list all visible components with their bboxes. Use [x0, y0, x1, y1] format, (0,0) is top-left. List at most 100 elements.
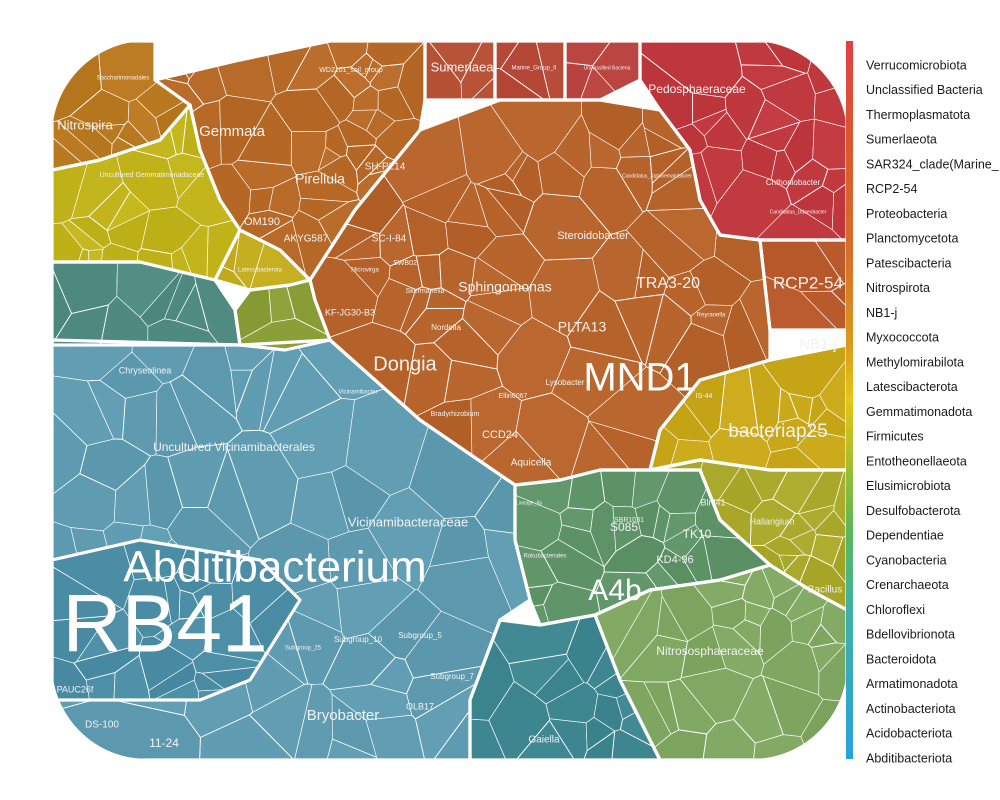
taxon-label-is-44: IS-44 — [696, 393, 713, 400]
taxon-label-pauc26f: PAUC26f — [57, 684, 94, 694]
legend-item-rcp2-54: RCP2-54 — [866, 182, 917, 196]
legend-item-armatimonadota: Armatimonadota — [866, 677, 958, 691]
cell-abditibacteriota-25 — [163, 575, 181, 625]
cell-proteobacteria-52 — [343, 257, 391, 298]
taxon-label-rb41: RB41 — [62, 579, 267, 670]
cell-acidobacteriota-68 — [155, 381, 198, 458]
taxon-label-uncultured-gemmatimonadaceae: Uncultured Gemmatimonadaceae — [100, 172, 205, 179]
phylum-region-proteobacteria — [308, 98, 772, 487]
legend-item-myxococcota: Myxococcota — [866, 331, 939, 345]
taxon-label-blrii41: Blrii41 — [700, 497, 725, 507]
taxon-label-haliangium: Haliangium — [749, 516, 794, 526]
taxon-label-lysobacter: Lysobacter — [546, 378, 585, 387]
taxon-label-saccharimonadales: Saccharimonadales — [97, 76, 150, 82]
taxon-label-reyranella: Reyranella — [697, 313, 726, 319]
taxon-label-nitrososphaeraceae: Nitrososphaeraceae — [656, 644, 764, 658]
taxon-label-candidatus-xiphinematobacter: Candidatus_Xiphinematobacter — [622, 173, 692, 179]
cell-verrucomicrobiota-26 — [691, 108, 728, 137]
cell-actinobacteriota-17 — [534, 658, 585, 705]
taxon-label-bradyrhizobium: Bradyrhizobium — [431, 411, 480, 418]
cell-crenarchaeota-29 — [759, 607, 793, 665]
cell-acidobacteriota-59 — [367, 487, 445, 591]
cell-planctomycetota-26 — [248, 186, 274, 215]
legend-item-latescibacterota: Latescibacterota — [866, 380, 958, 394]
cell-crenarchaeota-27 — [667, 678, 717, 735]
cell-planctomycetota-34 — [317, 146, 342, 171]
cell-planctomycetota-29 — [219, 94, 272, 165]
cell-chloroflexi-24 — [603, 535, 666, 574]
taxon-label-nitrospira: Nitrospira — [57, 117, 113, 132]
legend-item-actinobacteriota: Actinobacteriota — [866, 702, 956, 716]
taxon-label-sphingomonas: Sphingomonas — [458, 279, 551, 295]
taxon-label-subgroup-10: Subgroup_10 — [334, 635, 383, 644]
legend-colorbar — [846, 41, 853, 759]
taxon-label-bacillus: Bacillus — [808, 585, 842, 596]
taxon-label-11-24: 11-24 — [149, 736, 179, 750]
taxon-label-s085: S085 — [610, 520, 638, 534]
cell-proteobacteria-32 — [588, 131, 622, 169]
legend-item-sar324-clade-marine-: SAR324_clade(Marine_ — [866, 157, 1000, 171]
cell-crenarchaeota-22 — [660, 583, 714, 642]
legend-item-chloroflexi: Chloroflexi — [866, 603, 925, 617]
legend-item-firmicutes: Firmicutes — [866, 430, 924, 444]
taxon-label-steroidobacter: Steroidobacter — [557, 230, 629, 242]
taxon-label-ellin6067: Ellin6067 — [499, 393, 528, 400]
cell-rcp2-54-3 — [830, 282, 847, 308]
cell-sumerlaeota-3 — [427, 41, 484, 84]
taxon-label-tk10: TK10 — [683, 527, 712, 541]
taxon-label-subgroup-25: Subgroup_25 — [285, 646, 322, 652]
cell-verrucomicrobiota-23 — [703, 111, 747, 152]
taxon-label-vicinamibacter: Vicinamibacter — [338, 390, 377, 396]
taxon-label-a4b: A4b — [588, 574, 641, 607]
taxon-label-rcp2-54: RCP2-54 — [773, 273, 843, 292]
cell-firmicutes-18 — [810, 534, 844, 568]
taxon-label-candidatus-udaeobacter: Candidatus_Udaeobacter — [770, 209, 827, 215]
cell-crenarchaeota-28 — [679, 667, 754, 724]
taxon-label-kf-jg30-b3: KF-JG30-B3 — [325, 307, 375, 317]
cell-gemmatimonadota-17 — [88, 249, 103, 263]
taxon-label-chryseolinea: Chryseolinea — [119, 365, 172, 375]
legend-item-verrucomicrobiota: Verrucomicrobiota — [866, 58, 967, 72]
legend-item-proteobacteria: Proteobacteria — [866, 207, 947, 221]
taxon-label-sh-pl14: SH-PL14 — [365, 162, 406, 173]
taxon-label-nb1-j: NB1-j — [799, 336, 837, 353]
taxon-label-om190: OM190 — [244, 216, 280, 228]
cell-proteobacteria-66 — [566, 289, 643, 364]
taxon-label-sc-i-84: SC-I-84 — [372, 234, 407, 245]
cell-acidobacteriota-67 — [52, 375, 115, 446]
legend-item-nb1-j: NB1-j — [866, 306, 897, 320]
taxon-label-ds-100: DS-100 — [85, 720, 119, 731]
cell-firmicutes-19 — [798, 504, 835, 531]
legend-item-dependentiae: Dependentiae — [866, 529, 944, 543]
cell-acidobacteriota-61 — [327, 527, 399, 590]
cell-planctomycetota-30 — [355, 144, 388, 186]
taxon-label-subgroup-7: Subgroup_7 — [430, 672, 474, 681]
legend-item-crenarchaeota: Crenarchaeota — [866, 578, 949, 592]
cell-verrucomicrobiota-0 — [807, 41, 847, 95]
cell-proteobacteria-63 — [522, 193, 612, 261]
cell-actinobacteriota-6 — [515, 719, 576, 759]
cell-acidobacteriota-53 — [99, 351, 164, 399]
taxon-label-lineage-iia: Lineage_IIa — [516, 500, 542, 506]
cell-crenarchaeota-13 — [820, 599, 847, 645]
cell-acidobacteriota-62 — [329, 684, 413, 721]
taxon-label-bryobacter: Bryobacter — [307, 707, 380, 724]
phylum-region-gemmatimonadota — [52, 103, 242, 282]
taxon-label-sumerlaea: Sumerlaea — [431, 59, 495, 74]
taxon-label-latescibacterota: Latescibacterota — [238, 268, 283, 274]
cell-verrucomicrobiota-14 — [812, 118, 847, 170]
cell-bacteroidota-9 — [52, 304, 109, 346]
cell-proteobacteria-65 — [504, 151, 528, 182]
taxon-label-uncultured-vicinamibacterales: Uncultured Vicinamibacterales — [153, 440, 315, 454]
taxon-label-ccd24: CCD24 — [482, 429, 518, 441]
treemap-cells — [52, 41, 847, 759]
cell-planctomycetota-41 — [364, 58, 383, 84]
taxon-label-plta13: PLTA13 — [558, 319, 607, 335]
legend-item-entotheonellaeota: Entotheonellaeota — [866, 454, 967, 468]
legend-item-bdellovibrionota: Bdellovibrionota — [866, 628, 955, 642]
taxon-label-akyg587: AKYG587 — [284, 234, 329, 245]
cell-crenarchaeota-21 — [807, 623, 838, 648]
taxon-label-pedosphaeraceae: Pedosphaeraceae — [648, 82, 746, 96]
